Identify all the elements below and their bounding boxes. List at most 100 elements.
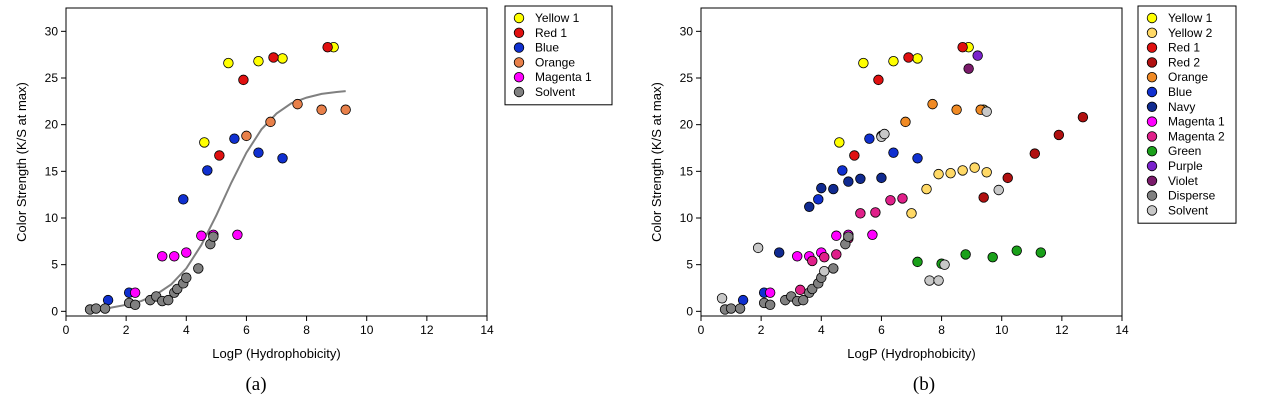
- legend-entry: Violet: [1168, 174, 1198, 188]
- legend-entry: Blue: [1168, 85, 1192, 99]
- plot-frame: [700, 7, 1123, 317]
- data-point: [813, 194, 824, 205]
- series-solvent: [84, 231, 219, 315]
- legend-marker: [1146, 145, 1158, 157]
- data-point: [873, 74, 884, 86]
- data-point: [993, 184, 1004, 196]
- data-point: [834, 137, 845, 148]
- series-orange: [876, 98, 986, 142]
- data-point: [843, 231, 854, 242]
- data-point: [764, 299, 776, 311]
- series-red-1: [214, 42, 333, 161]
- data-point: [957, 165, 968, 176]
- data-point: [196, 230, 207, 241]
- legend-entry: Blue: [535, 41, 559, 55]
- x-tick-label: 14: [1115, 323, 1129, 337]
- y-axis-label: Color Strength (K/S at max): [14, 82, 29, 242]
- panel-label: (b): [913, 374, 935, 395]
- data-point: [912, 53, 923, 64]
- data-point: [199, 137, 210, 148]
- data-point: [181, 272, 192, 283]
- legend-entry: Disperse: [1168, 189, 1216, 203]
- series-disperse: [719, 231, 854, 315]
- legend-box: [1137, 5, 1237, 224]
- series-yellow-1: [834, 42, 974, 148]
- x-tick-label: 0: [698, 323, 705, 337]
- x-tick-label: 14: [480, 323, 494, 337]
- panel-a: 0 2 4 6 8 10 12 14 0 5 10 15 20 25 30 LogP (Hydrophobic…: [14, 5, 613, 395]
- series-red-1: [849, 42, 968, 161]
- data-point: [265, 116, 276, 128]
- legend-entry: Red 1: [535, 26, 567, 40]
- plot-frame: [65, 7, 488, 317]
- y-tick-label: 25: [680, 71, 694, 85]
- data-point: [157, 251, 168, 262]
- legend-marker: [1146, 190, 1158, 201]
- data-point: [831, 249, 842, 260]
- series-red-2: [978, 111, 1089, 203]
- data-point: [951, 104, 962, 115]
- data-point: [316, 104, 327, 115]
- legend-marker: [513, 27, 525, 39]
- y-tick-label: 5: [686, 258, 693, 272]
- legend-entry: Yellow 1: [1168, 11, 1213, 25]
- x-tick-label: 6: [243, 323, 250, 337]
- legend-entry: Orange: [535, 55, 575, 69]
- x-tick-label: 8: [303, 323, 310, 337]
- data-point: [981, 106, 992, 117]
- data-point: [238, 74, 249, 86]
- legend-marker: [1146, 101, 1158, 113]
- data-point: [129, 287, 141, 298]
- data-point: [870, 207, 881, 218]
- legend-marker: [1146, 12, 1158, 24]
- data-point: [858, 57, 869, 69]
- data-point: [277, 153, 288, 164]
- data-point: [773, 247, 785, 258]
- legend-entry: Green: [1168, 144, 1201, 158]
- data-point: [1002, 172, 1013, 184]
- legend-entry: Solvent: [1168, 203, 1209, 217]
- data-point: [90, 303, 102, 314]
- data-point: [181, 247, 192, 258]
- legend-marker: [1146, 131, 1158, 142]
- data-point: [807, 255, 818, 267]
- data-point: [1077, 111, 1089, 123]
- panel-b: 0 2 4 6 8 10 12 14 0 5 10 15 20 25 30 LogP (Hydrophobic…: [649, 5, 1237, 395]
- legend-marker: [1146, 71, 1158, 83]
- legend-entry: Magenta 1: [535, 70, 592, 84]
- data-point: [855, 208, 866, 219]
- y-tick-label: 15: [680, 164, 694, 178]
- data-point: [960, 249, 971, 260]
- data-point: [322, 42, 333, 53]
- data-point: [178, 194, 189, 205]
- data-point: [169, 251, 180, 262]
- x-tick-label: 4: [183, 323, 190, 337]
- data-point: [924, 275, 935, 286]
- data-point: [972, 50, 983, 61]
- data-point: [253, 147, 264, 158]
- data-point: [912, 256, 923, 268]
- data-point: [831, 230, 842, 241]
- legend-entry: Navy: [1168, 100, 1195, 114]
- data-point: [292, 98, 303, 110]
- data-point: [879, 128, 890, 140]
- data-point: [876, 172, 887, 184]
- data-point: [163, 294, 174, 306]
- data-point: [792, 251, 803, 262]
- data-point: [268, 52, 279, 63]
- legend-entry: Magenta 1: [1168, 115, 1225, 129]
- data-point: [945, 167, 956, 179]
- legend-entry: Yellow 1: [535, 11, 580, 25]
- data-point: [987, 252, 998, 263]
- data-point: [752, 242, 764, 254]
- legend-marker: [513, 12, 525, 24]
- legend-entry: Yellow 2: [1168, 26, 1213, 40]
- x-tick-label: 10: [995, 323, 1009, 337]
- legend-entry: Red 2: [1168, 55, 1200, 69]
- data-point: [208, 231, 219, 242]
- series-purple: [972, 50, 983, 61]
- data-point: [214, 150, 225, 161]
- data-point: [99, 303, 111, 314]
- x-tick-label: 12: [420, 323, 434, 337]
